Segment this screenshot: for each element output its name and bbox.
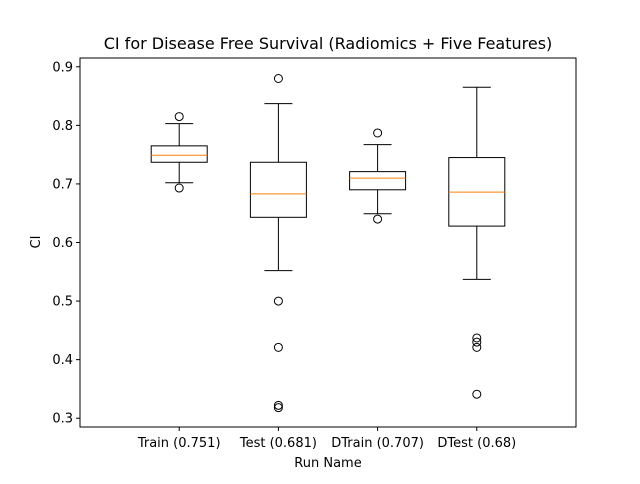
- y-tick-label: 0.6: [52, 236, 73, 251]
- outlier-point: [174, 112, 184, 122]
- outlier-point: [373, 214, 383, 224]
- outlier-point: [373, 128, 383, 138]
- x-tick-label: Train (0.751): [137, 436, 221, 451]
- x-tick-label: Test (0.681): [239, 436, 317, 451]
- y-tick-label: 0.8: [52, 119, 73, 134]
- x-axis-label: Run Name: [294, 456, 361, 471]
- y-tick-label: 0.9: [52, 60, 73, 75]
- outlier-point: [273, 296, 283, 306]
- box-iqr: [349, 171, 407, 191]
- x-tick-label: DTrain (0.707): [331, 436, 424, 451]
- chart-marks: 0.3 0.4 0.5 0.6 0.7 0.8 0.9 Train (0.751) Test (…: [52, 60, 516, 451]
- outlier-point: [472, 342, 482, 352]
- chart-title: CI for Disease Free Survival (Radiomics …: [104, 34, 553, 53]
- x-tick-label: DTest (0.68): [437, 436, 516, 451]
- outlier-point: [273, 403, 283, 413]
- y-axis-label: CI: [29, 236, 44, 249]
- y-tick-label: 0.3: [52, 412, 73, 427]
- outlier-point: [174, 183, 184, 193]
- outlier-point: [472, 333, 482, 343]
- y-tick-label: 0.7: [52, 177, 73, 192]
- y-tick-label: 0.4: [52, 353, 73, 368]
- outlier-point: [273, 400, 283, 410]
- box-iqr: [150, 145, 208, 163]
- outlier-point: [273, 342, 283, 352]
- y-tick-label: 0.5: [52, 295, 73, 310]
- box-iqr: [249, 161, 307, 218]
- outlier-point: [472, 389, 482, 399]
- outlier-point: [273, 74, 283, 83]
- outlier-point: [472, 337, 482, 347]
- axes-frame: [79, 57, 577, 428]
